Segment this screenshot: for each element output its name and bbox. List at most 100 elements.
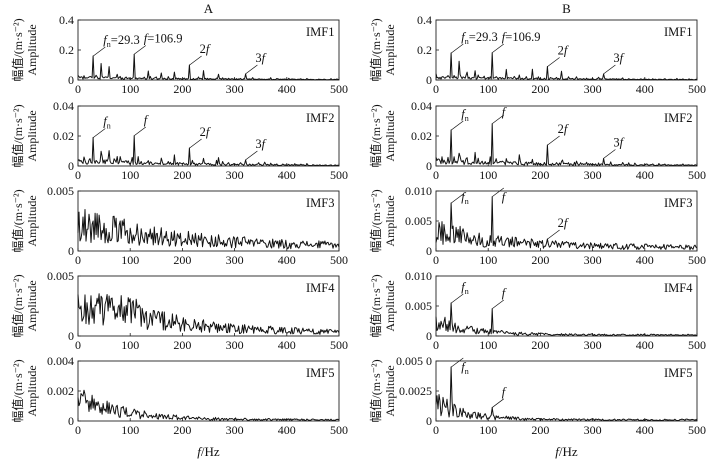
x-tick-label: 500 bbox=[688, 168, 706, 182]
x-tick-label: 500 bbox=[330, 253, 348, 267]
x-tick-label: 300 bbox=[584, 338, 602, 352]
y-axis-label: 幅值/(m·s⁻²) Amplitude bbox=[10, 189, 39, 252]
peak-annotation-label: f bbox=[502, 286, 507, 300]
y-tick-label: 0 bbox=[68, 414, 74, 428]
x-tick-label: 500 bbox=[688, 82, 706, 96]
spectrum-line bbox=[77, 135, 340, 167]
x-tick-label: 100 bbox=[121, 338, 139, 352]
y-axis-label: 幅值/(m·s⁻²) Amplitude bbox=[368, 189, 397, 252]
x-tick-label: 300 bbox=[584, 168, 602, 182]
x-tick-label: 200 bbox=[173, 253, 191, 267]
x-tick-label: 200 bbox=[531, 168, 549, 182]
y-axis-label-cn: 幅值/(m·s⁻²) bbox=[368, 18, 383, 81]
y-axis-label: 幅值/(m·s⁻²) Amplitude bbox=[10, 359, 39, 422]
imf-label: IMF1 bbox=[306, 25, 334, 39]
panel-a-imf2: 0 100 200 300 400 500 0 0.02 0.04 IMF2 fn f 2f 3f 幅值/(… bbox=[10, 99, 348, 182]
y-axis-label-en: Amplitude bbox=[383, 365, 397, 416]
axes-frame bbox=[77, 275, 340, 337]
x-tick-label: 400 bbox=[278, 168, 296, 182]
imf-label: IMF5 bbox=[664, 366, 692, 380]
x-tick-label: 200 bbox=[173, 168, 191, 182]
x-tick-label: 300 bbox=[226, 253, 244, 267]
spectrum-line bbox=[77, 293, 340, 335]
x-tick-label: 400 bbox=[636, 253, 654, 267]
x-tick-label: 400 bbox=[636, 82, 654, 96]
panel-b-imf3: 0 100 200 300 400 500 0 0.005 0.010 IMF3 fn f 2f 幅值/(… bbox=[368, 184, 706, 267]
peak-annotation-label: 2f bbox=[200, 125, 211, 139]
y-axis-label: 幅值/(m·s⁻²) Amplitude bbox=[10, 18, 39, 81]
imf-label: IMF4 bbox=[664, 281, 693, 295]
y-axis-label: 幅值/(m·s⁻²) Amplitude bbox=[368, 18, 397, 81]
y-tick-label: 0.005 bbox=[405, 299, 432, 313]
y-axis-label-en: Amplitude bbox=[383, 195, 397, 246]
x-tick-label: 200 bbox=[173, 82, 191, 96]
y-axis-label-en: Amplitude bbox=[25, 110, 39, 161]
y-tick-label: 0.004 bbox=[47, 354, 74, 368]
annotation-leader-line bbox=[133, 45, 147, 55]
column-title-b: B bbox=[562, 1, 571, 16]
x-tick-label: 100 bbox=[479, 82, 497, 96]
y-axis-label: 幅值/(m·s⁻²) Amplitude bbox=[368, 104, 397, 167]
peak-annotation-label: fn=29.3 bbox=[461, 30, 497, 46]
annotation-leader-line bbox=[245, 64, 258, 75]
imf-label: IMF1 bbox=[664, 25, 692, 39]
spectrum-line bbox=[77, 209, 340, 250]
x-tick-label: 300 bbox=[584, 423, 602, 437]
y-tick-label: 0 bbox=[426, 414, 432, 428]
axes-frame bbox=[77, 190, 340, 252]
y-axis-label-cn: 幅值/(m·s⁻²) bbox=[368, 189, 383, 252]
y-tick-label: 0.2 bbox=[59, 43, 74, 57]
spectrum-line bbox=[77, 389, 340, 422]
x-tick-label: 0 bbox=[433, 82, 439, 96]
x-tick-label: 500 bbox=[688, 423, 706, 437]
y-tick-label: 0.005 0 bbox=[396, 354, 432, 368]
y-axis-label: 幅值/(m·s⁻²) Amplitude bbox=[368, 274, 397, 337]
x-tick-label: 0 bbox=[75, 253, 81, 267]
annotation-leader-line bbox=[451, 120, 464, 131]
imf-label: IMF2 bbox=[664, 111, 692, 125]
y-axis-label-cn: 幅值/(m·s⁻²) bbox=[10, 104, 25, 167]
x-tick-label: 300 bbox=[584, 253, 602, 267]
x-axis-label: f/Hz bbox=[197, 444, 220, 459]
y-axis-label-en: Amplitude bbox=[25, 280, 39, 331]
x-tick-label: 100 bbox=[121, 423, 139, 437]
x-tick-label: 500 bbox=[688, 253, 706, 267]
peak-annotation-label: f bbox=[502, 190, 507, 204]
peak-annotation-label: f bbox=[144, 113, 149, 127]
peak-annotation-label: f=106.9 bbox=[144, 32, 183, 46]
y-axis-label-en: Amplitude bbox=[383, 24, 397, 75]
annotation-leader-line bbox=[451, 293, 464, 304]
x-tick-label: 0 bbox=[75, 338, 81, 352]
y-axis-label-en: Amplitude bbox=[25, 24, 39, 75]
annotation-leader-line bbox=[189, 55, 202, 66]
x-tick-label: 0 bbox=[433, 338, 439, 352]
annotation-leader-line bbox=[491, 299, 505, 310]
peak-annotation-label: fn bbox=[461, 190, 468, 206]
peak-annotation-label: f bbox=[502, 385, 507, 399]
peak-annotation-label: 2f bbox=[200, 42, 211, 56]
imf-label: IMF3 bbox=[664, 196, 692, 210]
x-tick-label: 100 bbox=[479, 423, 497, 437]
panel-a-imf4: 0 100 200 300 400 500 0 0.005 IMF4 幅值/(m·s⁻²) Ampl… bbox=[10, 269, 348, 352]
y-axis-label: 幅值/(m·s⁻²) Amplitude bbox=[368, 359, 397, 422]
imf-label: IMF4 bbox=[306, 281, 335, 295]
x-tick-label: 400 bbox=[278, 82, 296, 96]
peak-annotation-label: 3f bbox=[613, 136, 624, 150]
peak-annotation-label: 2f bbox=[558, 216, 569, 230]
x-tick-label: 500 bbox=[330, 168, 348, 182]
y-tick-label: 0.02 bbox=[411, 129, 432, 143]
annotation-leader-line bbox=[93, 46, 106, 57]
panel-a-imf1: 0 100 200 300 400 500 0 0.2 0.4 IMF1 fn=29.3 f=106.… bbox=[10, 13, 348, 96]
peak-annotation-label: 3f bbox=[613, 51, 624, 65]
annotation-leader-line bbox=[603, 149, 616, 159]
y-tick-label: 0.010 bbox=[405, 269, 432, 283]
x-tick-label: 0 bbox=[433, 168, 439, 182]
y-tick-label: 0.2 bbox=[417, 43, 432, 57]
x-tick-label: 400 bbox=[636, 423, 654, 437]
x-tick-label: 0 bbox=[75, 423, 81, 437]
y-axis-label-en: Amplitude bbox=[25, 365, 39, 416]
annotation-leader-line bbox=[245, 150, 258, 161]
y-tick-label: 0.005 bbox=[405, 214, 432, 228]
x-tick-label: 300 bbox=[226, 423, 244, 437]
annotation-leader-line bbox=[491, 114, 505, 125]
